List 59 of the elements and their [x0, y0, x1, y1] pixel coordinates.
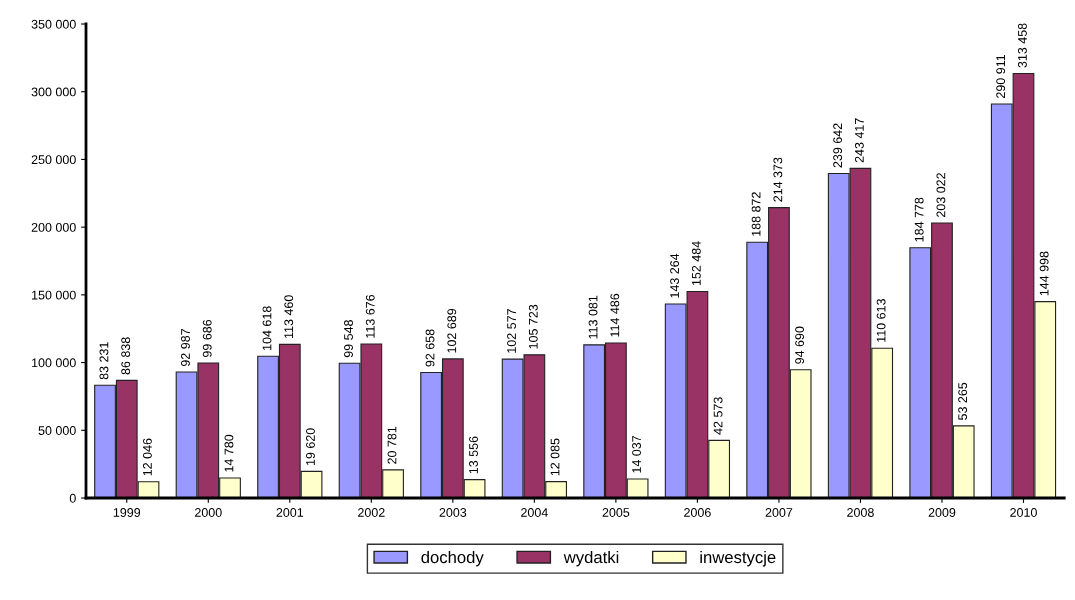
data-label: 53 265 [958, 382, 968, 420]
y-tick-label: 300 000 [31, 87, 76, 97]
data-label: 105 723 [528, 304, 538, 349]
data-label: 92 658 [425, 329, 435, 367]
data-label: 86 838 [121, 337, 131, 375]
data-label: 104 618 [262, 306, 272, 350]
data-label: 313 458 [1017, 23, 1027, 68]
data-label: 143 264 [670, 253, 680, 298]
data-label: 113 081 [588, 295, 598, 339]
x-tick-label: 2000 [195, 508, 222, 517]
data-label: 152 484 [691, 241, 701, 286]
y-tick-label: 250 000 [31, 155, 76, 165]
data-label: 188 872 [751, 192, 761, 236]
data-label: 113 460 [284, 295, 294, 338]
data-label: 214 373 [773, 157, 783, 202]
data-label: 83 231 [99, 342, 109, 380]
data-label: 14 037 [632, 435, 641, 473]
data-label: 99 686 [202, 319, 212, 357]
x-tick-label: 2007 [765, 508, 793, 517]
data-label: 14 780 [224, 434, 234, 472]
data-label: 243 417 [854, 118, 864, 163]
data-label: 12 085 [550, 438, 560, 476]
x-tick-label: 2002 [358, 508, 385, 517]
x-tick-label: 1999 [113, 508, 141, 517]
data-label: 12 046 [143, 438, 152, 476]
legend-label: dochody [421, 550, 484, 567]
data-label: 110 613 [876, 299, 886, 342]
legend-label: inwestycje [700, 550, 776, 567]
data-label: 102 689 [447, 308, 457, 353]
data-label: 113 676 [365, 294, 375, 338]
legend-label: wydatki [563, 550, 619, 567]
data-label: 102 577 [507, 309, 516, 353]
x-tick-label: 2003 [439, 508, 467, 517]
x-tick-label: 2008 [847, 508, 874, 517]
data-label: 92 987 [181, 329, 190, 367]
data-label: 290 911 [996, 54, 1006, 98]
data-label: 94 690 [795, 326, 805, 364]
x-tick-label: 2010 [1010, 508, 1037, 517]
data-label: 184 778 [914, 197, 924, 242]
data-label: 13 556 [469, 436, 478, 474]
x-tick-label: 2009 [928, 508, 956, 517]
data-label: 144 998 [1039, 251, 1049, 296]
data-label: 42 573 [713, 397, 723, 435]
y-tick-label: 150 000 [32, 290, 76, 300]
x-tick-label: 2001 [276, 508, 304, 517]
data-label: 203 022 [936, 173, 946, 217]
data-label: 20 781 [387, 426, 397, 464]
y-tick-label: 100 000 [32, 358, 76, 368]
data-label: 239 642 [833, 123, 843, 168]
data-label: 99 548 [344, 320, 353, 358]
x-tick-label: 2004 [521, 508, 548, 517]
y-tick-label: 0 [69, 493, 76, 503]
data-label: 114 486 [610, 293, 620, 337]
x-tick-label: 2005 [602, 508, 630, 517]
y-tick-label: 350 000 [31, 19, 76, 29]
x-tick-label: 2006 [684, 508, 711, 517]
data-label: 19 620 [306, 428, 315, 466]
y-tick-label: 50 000 [38, 426, 76, 435]
y-tick-label: 200 000 [31, 222, 76, 232]
